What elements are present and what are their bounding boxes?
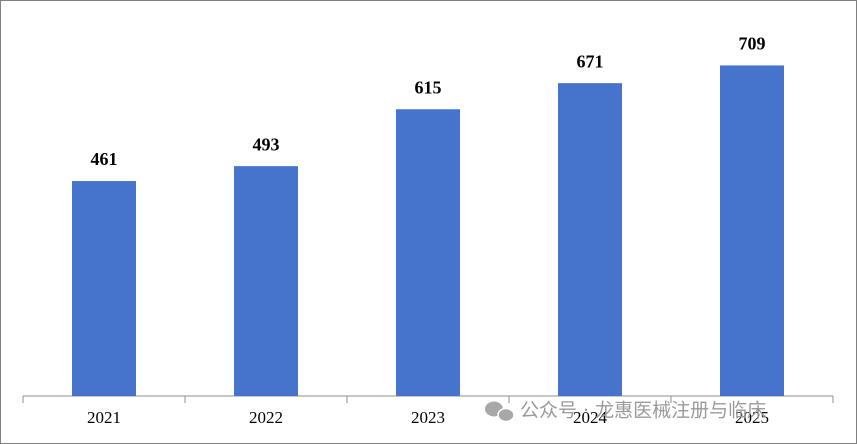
value-label: 461 — [91, 149, 118, 169]
watermark-icon — [485, 401, 515, 423]
value-label: 493 — [253, 134, 280, 154]
bar — [558, 83, 622, 397]
bar — [72, 181, 136, 396]
bar — [720, 65, 784, 397]
x-tick-label: 2023 — [411, 408, 445, 427]
watermark: 公众号 · 龙惠医械注册与临床 — [520, 400, 766, 422]
value-label: 615 — [415, 77, 442, 97]
x-tick-label: 2021 — [87, 408, 121, 427]
value-label: 709 — [739, 34, 766, 54]
x-tick-label: 2024 — [573, 408, 608, 427]
x-tick-label: 2022 — [249, 408, 283, 427]
bar — [396, 109, 460, 396]
x-tick-label: 2025 — [735, 408, 769, 427]
bar — [234, 166, 298, 396]
value-label: 671 — [577, 51, 604, 71]
